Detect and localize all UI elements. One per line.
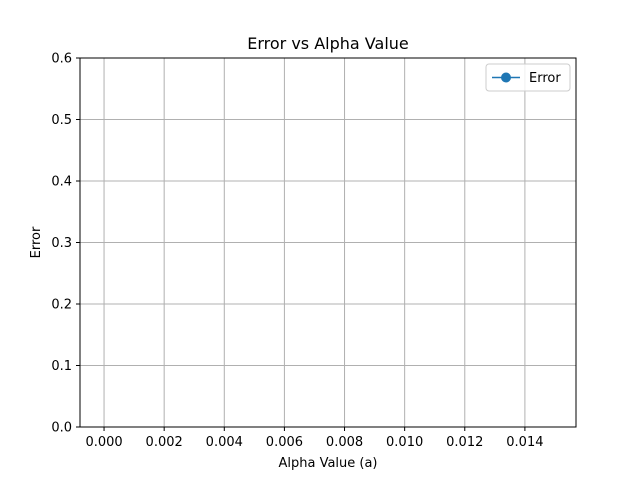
legend-label: Error xyxy=(529,71,561,86)
x-tick-label: 0.010 xyxy=(386,435,423,450)
x-axis-label: Alpha Value (a) xyxy=(278,456,377,471)
y-tick-label: 0.0 xyxy=(51,421,72,436)
x-tick-label: 0.014 xyxy=(506,435,543,450)
y-axis-label: Error xyxy=(29,226,44,258)
x-tick-label: 0.012 xyxy=(446,435,483,450)
y-tick-label: 0.1 xyxy=(51,359,72,374)
y-tick-label: 0.2 xyxy=(51,298,72,313)
x-axis-ticks: 0.000 0.002 0.004 0.006 0.008 0.010 0.012 0.014 xyxy=(85,427,544,450)
y-tick-label: 0.6 xyxy=(51,52,72,67)
y-tick-label: 0.4 xyxy=(51,175,72,190)
y-tick-label: 0.3 xyxy=(51,236,72,251)
x-tick-label: 0.006 xyxy=(266,435,303,450)
x-tick-label: 0.004 xyxy=(206,435,243,450)
x-tick-label: 0.002 xyxy=(146,435,183,450)
legend: Error xyxy=(485,63,571,92)
y-tick-label: 0.5 xyxy=(51,113,72,128)
legend-box xyxy=(485,63,571,92)
chart-title: Error vs Alpha Value xyxy=(247,34,409,53)
x-tick-label: 0.000 xyxy=(85,435,122,450)
x-tick-label: 0.008 xyxy=(326,435,363,450)
legend-circle-marker-icon xyxy=(501,72,511,83)
y-axis-ticks: 0.0 0.1 0.2 0.3 0.4 0.5 0.6 xyxy=(51,52,80,436)
